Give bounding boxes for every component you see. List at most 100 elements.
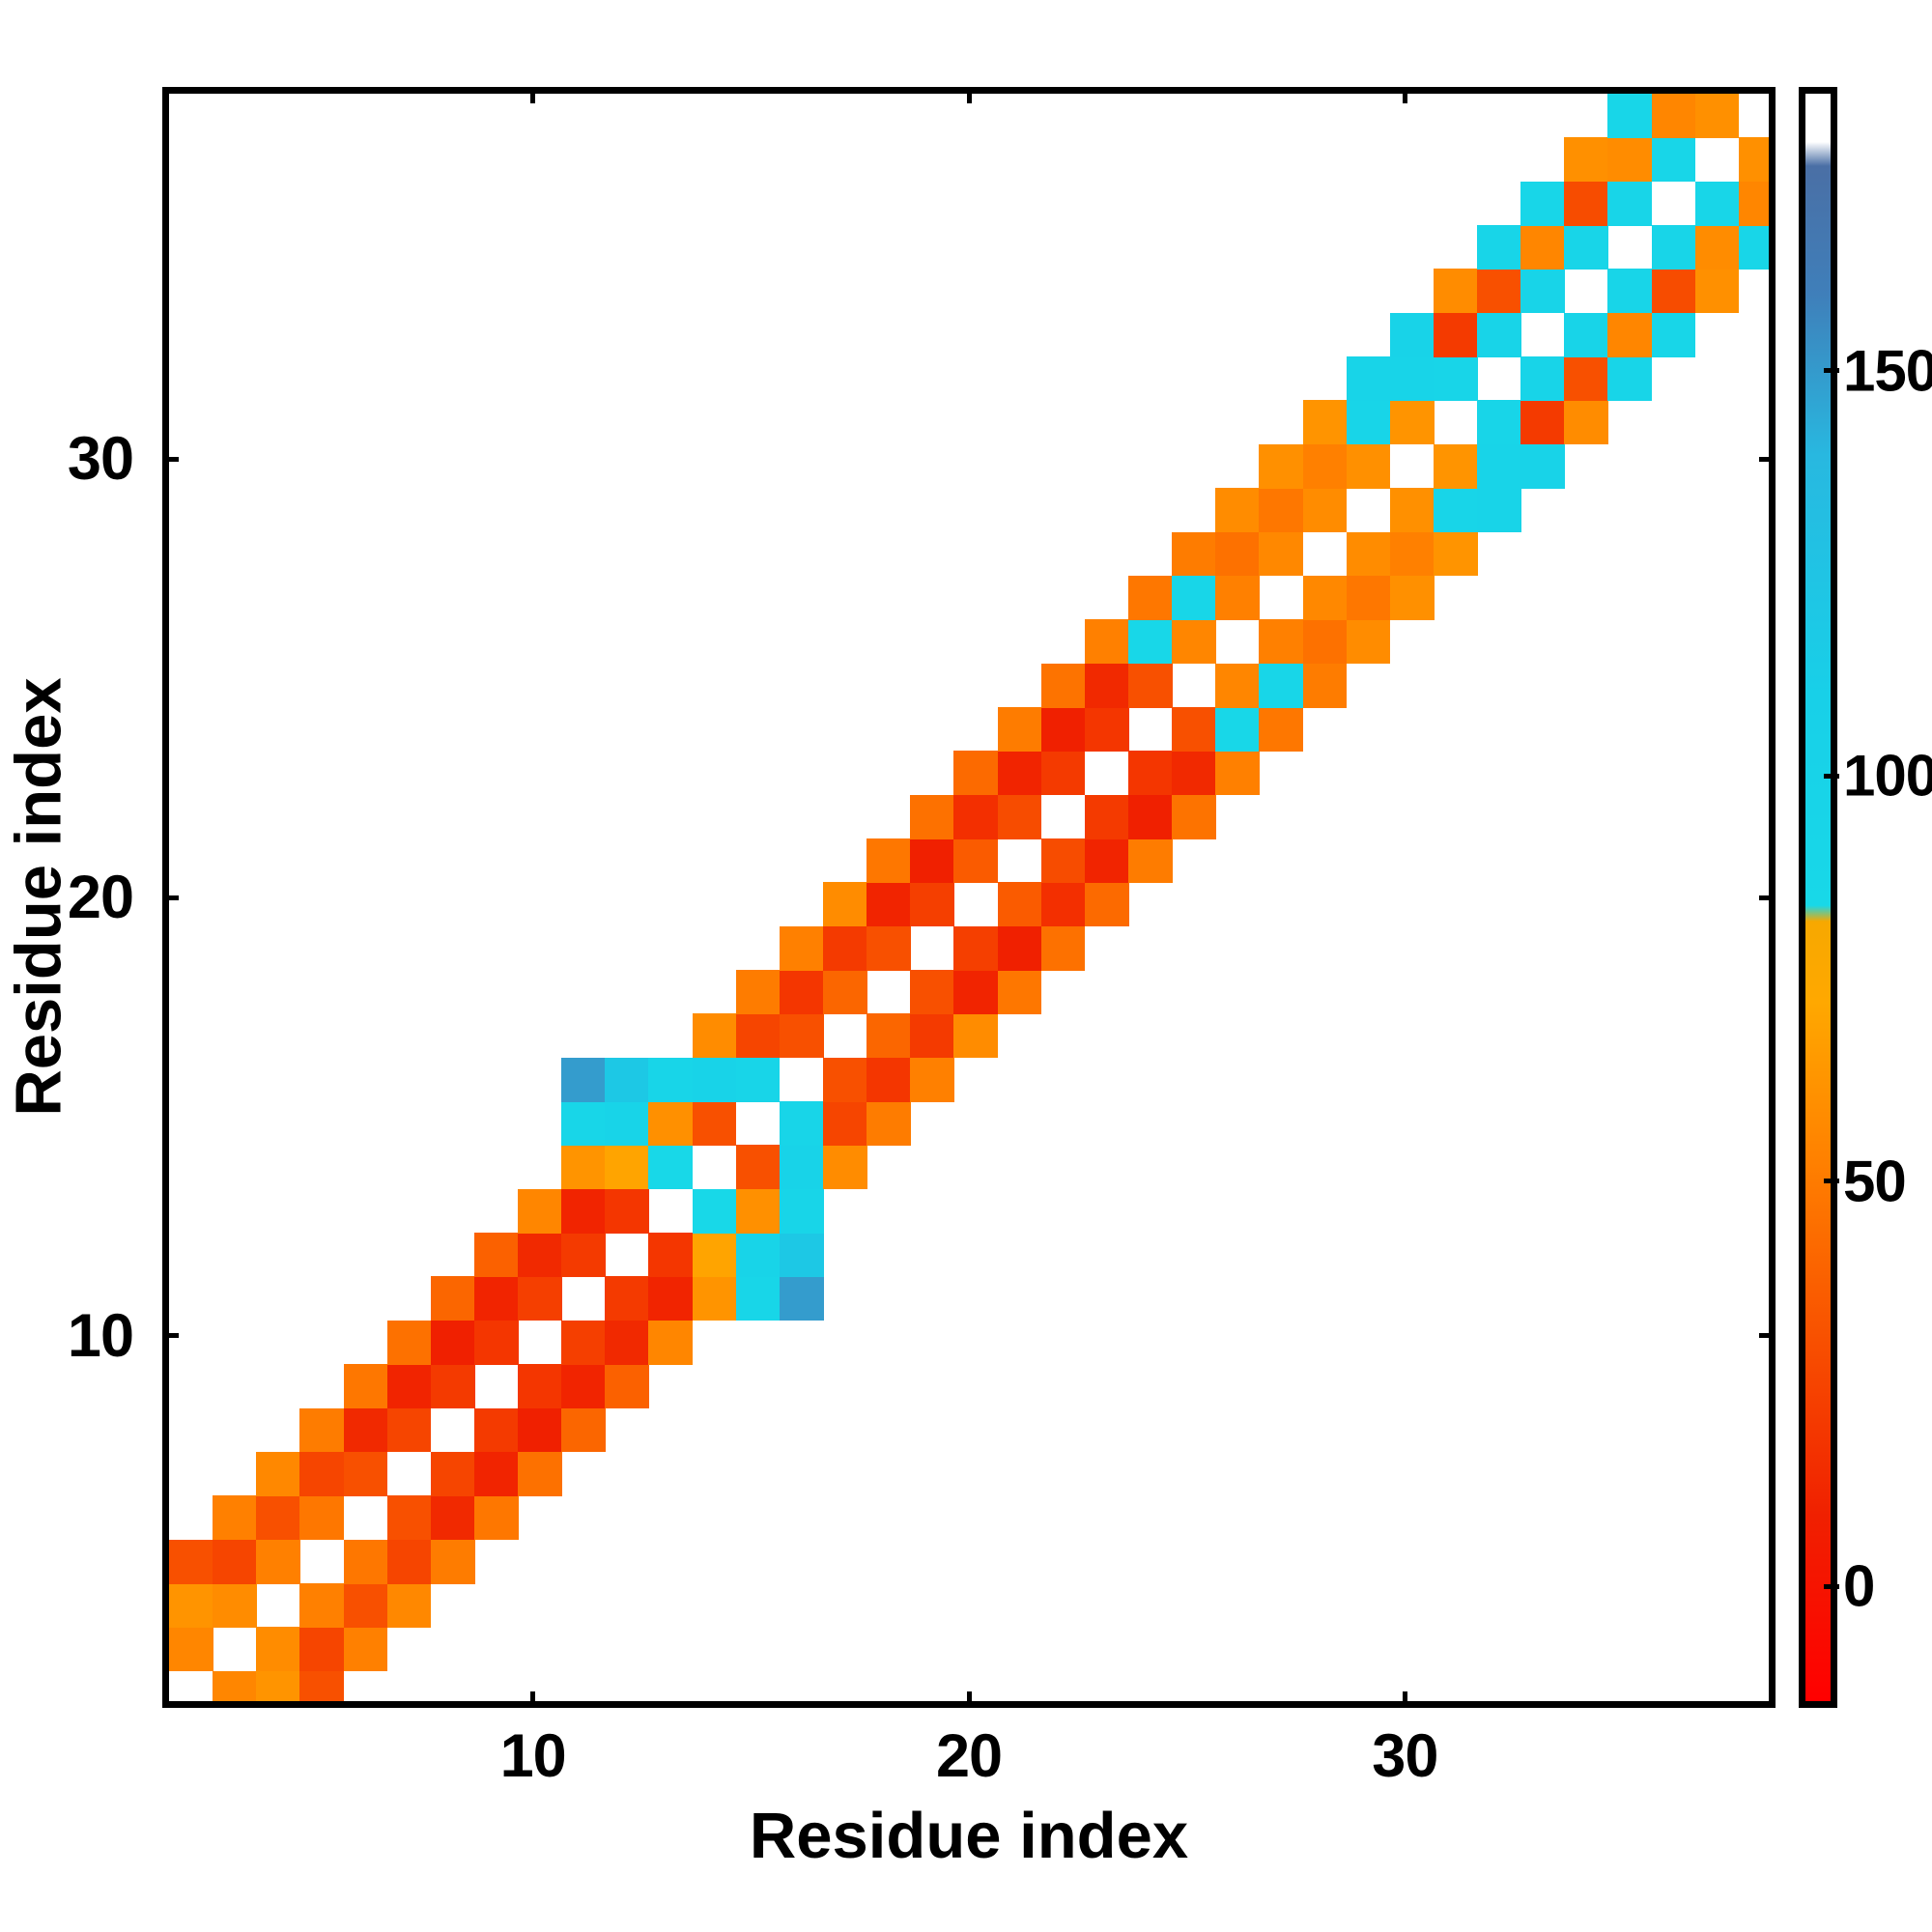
heatmap-cell (1127, 794, 1173, 839)
heatmap-cell (299, 1495, 345, 1541)
x-axis-tick (966, 1691, 972, 1708)
heatmap-cell (256, 1539, 300, 1584)
heatmap-cell (518, 1407, 562, 1453)
colorbar-tick-label: 0 (1843, 1553, 1875, 1619)
heatmap-cell (386, 1407, 432, 1453)
colorbar-gradient (1805, 94, 1831, 1701)
heatmap-cell-grid (169, 94, 1769, 1701)
heatmap-cell (518, 1188, 562, 1234)
heatmap-cell (910, 794, 955, 839)
heatmap-cell (256, 1670, 300, 1701)
heatmap-cell (735, 1013, 781, 1059)
heatmap-cell (779, 1233, 824, 1278)
heatmap-cell (1215, 706, 1260, 752)
heatmap-cell (430, 1451, 475, 1496)
heatmap-cell (1084, 663, 1129, 708)
y-axis-tick-label: 20 (67, 864, 134, 931)
heatmap-cell (1215, 663, 1260, 708)
heatmap-cell (1389, 356, 1435, 402)
heatmap-cell (1433, 269, 1478, 314)
colorbar-tick (1824, 1583, 1839, 1589)
heatmap-cell (1040, 663, 1086, 708)
heatmap-cell (1040, 838, 1086, 883)
heatmap-cell (779, 1188, 824, 1234)
heatmap-cell (213, 1582, 257, 1628)
heatmap-cell (1172, 751, 1216, 796)
heatmap-cell (1389, 400, 1435, 445)
heatmap-cell (735, 1145, 781, 1190)
heatmap-cell (1651, 312, 1696, 357)
heatmap-cell (605, 1145, 650, 1190)
heatmap-cell (1040, 751, 1086, 796)
heatmap-cell (343, 1582, 388, 1628)
heatmap-cell (561, 1364, 606, 1409)
heatmap-cell (953, 970, 999, 1014)
heatmap-cell (1520, 443, 1565, 489)
heatmap-cell (1172, 619, 1216, 665)
heatmap-cell (605, 1101, 650, 1147)
heatmap-cell (386, 1539, 432, 1584)
heatmap-cell (779, 1013, 824, 1059)
heatmap-cell (1127, 751, 1173, 796)
heatmap-cell (1302, 619, 1348, 665)
heatmap-cell (430, 1320, 475, 1365)
heatmap-cell (605, 1188, 650, 1234)
heatmap-cell (1477, 269, 1521, 314)
colorbar-tick (1824, 368, 1839, 374)
heatmap-cell (692, 1188, 737, 1234)
heatmap-cell (518, 1233, 562, 1278)
heatmap-cell (910, 970, 955, 1014)
heatmap-cell (1215, 488, 1260, 533)
heatmap-cell (561, 1057, 606, 1102)
heatmap-cell (823, 1057, 867, 1102)
heatmap-cell (1389, 531, 1435, 577)
heatmap-cell (1346, 443, 1391, 489)
heatmap-cell (823, 882, 867, 927)
heatmap-cell (1084, 882, 1129, 927)
heatmap-cell (910, 1057, 955, 1102)
heatmap-cell (1477, 488, 1521, 533)
x-axis-tick (1402, 1691, 1407, 1708)
heatmap-cell (1084, 619, 1129, 665)
heatmap-cell (1127, 619, 1173, 665)
heatmap-cell (1477, 312, 1521, 357)
heatmap-cell (605, 1057, 650, 1102)
heatmap-cell (953, 838, 999, 883)
heatmap-cell (867, 1101, 911, 1147)
colorbar (1799, 87, 1837, 1708)
heatmap-cell (1564, 181, 1609, 226)
heatmap-cell (1520, 181, 1565, 226)
heatmap-cell (299, 1582, 345, 1628)
colorbar-tick (1824, 773, 1839, 779)
heatmap-cell (343, 1364, 388, 1409)
x-axis-tick-top (1402, 87, 1407, 103)
heatmap-cell (1127, 663, 1173, 708)
heatmap-cell (910, 1013, 955, 1059)
heatmap-cell (518, 1451, 562, 1496)
heatmap-cell (997, 925, 1042, 971)
heatmap-cell (867, 1013, 911, 1059)
x-axis-tick-top (966, 87, 972, 103)
heatmap-cell (648, 1101, 694, 1147)
y-axis-tick-label: 10 (67, 1301, 134, 1370)
heatmap-cell (299, 1670, 345, 1701)
heatmap-cell (1607, 181, 1653, 226)
heatmap-cell (1215, 751, 1260, 796)
y-axis-tick (162, 1333, 179, 1338)
heatmap-cell (1172, 531, 1216, 577)
heatmap-cell (779, 1145, 824, 1190)
heatmap-cell (213, 1670, 257, 1701)
heatmap-cell (1564, 225, 1609, 270)
heatmap-cell (386, 1364, 432, 1409)
heatmap-cell (1477, 225, 1521, 270)
heatmap-cell (473, 1495, 519, 1541)
heatmap-cell (1651, 269, 1696, 314)
heatmap-cell (1564, 137, 1609, 183)
heatmap-cell (1259, 619, 1304, 665)
heatmap-cell (692, 1233, 737, 1278)
heatmap-cell (1346, 619, 1391, 665)
x-axis-title: Residue index (749, 1800, 1189, 1872)
heatmap-cell (299, 1407, 345, 1453)
heatmap-cell (1346, 400, 1391, 445)
